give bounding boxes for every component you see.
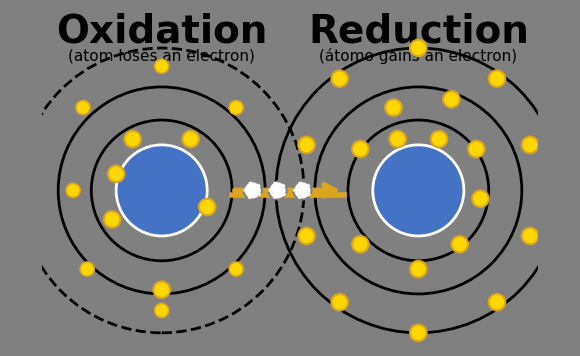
Text: (átomo gains an electron): (átomo gains an electron) — [319, 48, 517, 64]
Circle shape — [155, 303, 169, 318]
Circle shape — [244, 181, 262, 199]
Circle shape — [489, 70, 505, 87]
Circle shape — [352, 236, 369, 252]
Circle shape — [293, 181, 311, 199]
Circle shape — [331, 70, 348, 87]
Circle shape — [472, 190, 489, 207]
Circle shape — [522, 228, 538, 244]
Circle shape — [410, 40, 427, 56]
Circle shape — [431, 131, 447, 147]
Circle shape — [331, 294, 348, 310]
Circle shape — [373, 145, 464, 236]
Circle shape — [489, 294, 505, 310]
Circle shape — [104, 211, 120, 228]
Circle shape — [153, 282, 170, 298]
Circle shape — [125, 131, 141, 147]
Circle shape — [182, 131, 199, 147]
Circle shape — [352, 141, 369, 157]
Circle shape — [298, 137, 315, 153]
Circle shape — [66, 183, 80, 198]
Circle shape — [522, 137, 538, 153]
Circle shape — [269, 181, 287, 199]
Circle shape — [80, 262, 94, 276]
Circle shape — [108, 166, 125, 182]
Circle shape — [389, 131, 406, 147]
Circle shape — [155, 59, 169, 73]
Circle shape — [298, 228, 315, 244]
Circle shape — [76, 101, 90, 115]
Circle shape — [468, 141, 484, 157]
Text: Oxidation: Oxidation — [56, 12, 267, 51]
Circle shape — [243, 183, 258, 198]
Circle shape — [410, 325, 427, 341]
Text: (atom loses an electron): (atom loses an electron) — [68, 48, 255, 63]
Circle shape — [199, 199, 216, 215]
Circle shape — [229, 101, 243, 115]
Circle shape — [229, 262, 243, 276]
Circle shape — [443, 91, 460, 108]
Circle shape — [410, 261, 427, 277]
Circle shape — [385, 99, 402, 116]
Circle shape — [451, 236, 468, 252]
Text: Reduction: Reduction — [308, 12, 529, 51]
Circle shape — [116, 145, 207, 236]
